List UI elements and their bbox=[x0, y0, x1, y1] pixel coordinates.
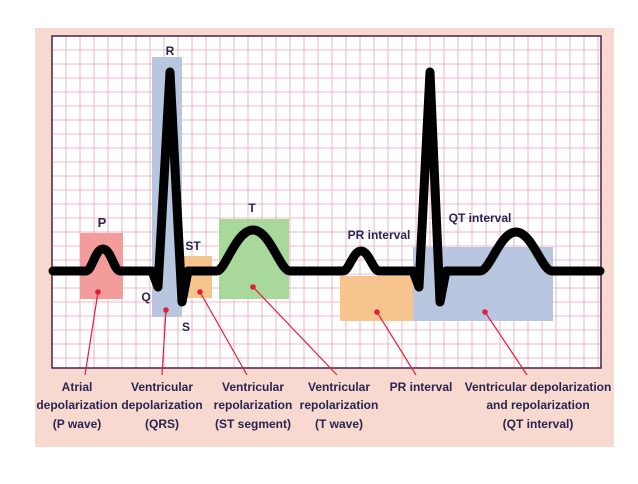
caption-qt-line2: and repolarization bbox=[486, 398, 589, 412]
pointer-qt bbox=[484, 311, 528, 376]
caption-pr-interval: PR interval bbox=[390, 380, 453, 394]
pointer-dots bbox=[95, 284, 488, 315]
label-st: ST bbox=[185, 239, 201, 253]
label-t: T bbox=[248, 201, 256, 215]
caption-atrial-line2: depolarization bbox=[36, 398, 117, 412]
label-p: P bbox=[98, 215, 107, 230]
label-qt-interval: QT interval bbox=[449, 211, 512, 225]
caption-qt-line3: (QT interval) bbox=[503, 417, 574, 431]
caption-atrial-line1: Atrial bbox=[62, 380, 93, 394]
caption-ventricular-rep-st-line3: (ST segment) bbox=[215, 417, 291, 431]
caption-ventricular-rep-st-line2: repolarization bbox=[214, 398, 293, 412]
grid-border bbox=[51, 35, 602, 369]
caption-ventricular-rep-t-line1: Ventricular bbox=[308, 380, 370, 394]
ecg-trace bbox=[48, 67, 605, 307]
caption-ventricular-dep-line1: Ventricular bbox=[131, 380, 193, 394]
pointer-st bbox=[199, 291, 248, 376]
label-s: S bbox=[182, 320, 190, 334]
dot-atrial bbox=[95, 289, 101, 295]
dot-pr bbox=[374, 309, 380, 315]
caption-atrial-line3: (P wave) bbox=[53, 417, 101, 431]
caption-qt-line1: Ventricular depolarization bbox=[465, 380, 612, 394]
caption-ventricular-rep-t-line2: repolarization bbox=[300, 398, 379, 412]
label-pr-interval: PR interval bbox=[348, 228, 411, 242]
dot-qt bbox=[482, 309, 488, 315]
caption-ventricular-rep-t-line3: (T wave) bbox=[315, 417, 363, 431]
dot-t-wave bbox=[250, 284, 256, 290]
dot-st bbox=[197, 289, 203, 295]
caption-ventricular-dep-line2: depolarization bbox=[121, 398, 202, 412]
label-r: R bbox=[166, 44, 175, 58]
wave-labels: P Q R S ST T PR interval QT interval bbox=[98, 44, 512, 334]
captions: Atrial depolarization (P wave) Ventricul… bbox=[36, 380, 611, 431]
pointer-atrial bbox=[84, 291, 99, 376]
label-q: Q bbox=[141, 290, 150, 304]
pointer-qrs bbox=[161, 309, 167, 376]
caption-ventricular-rep-st-line1: Ventricular bbox=[222, 380, 284, 394]
pointer-pr bbox=[376, 311, 417, 376]
dot-qrs bbox=[163, 307, 169, 313]
caption-ventricular-dep-line3: (QRS) bbox=[145, 417, 179, 431]
pointer-t-wave bbox=[252, 286, 338, 376]
pointer-lines bbox=[84, 286, 528, 376]
